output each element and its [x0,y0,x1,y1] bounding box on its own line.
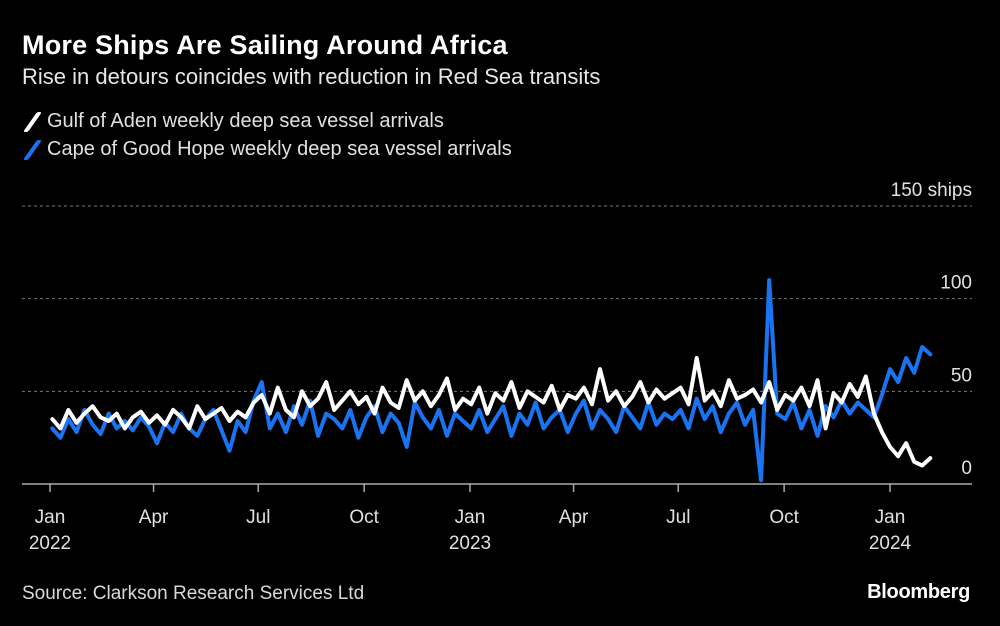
x-tick-label: Apr [559,507,589,528]
y-tick-label: 50 [951,365,972,386]
x-tick-label: Oct [769,507,799,528]
x-tick-year: 2022 [29,533,71,554]
x-tick-label: Jan [35,507,66,528]
legend-label: Cape of Good Hope weekly deep sea vessel… [47,138,512,160]
source-note: Source: Clarkson Research Services Ltd [22,583,365,604]
x-tick-label: Jul [666,507,690,528]
legend-item-cape-of-good-hope: Cape of Good Hope weekly deep sea vessel… [22,138,512,161]
chart-subtitle: Rise in detours coincides with reduction… [22,64,601,89]
legend-label: Gulf of Aden weekly deep sea vessel arri… [47,110,444,132]
x-tick-label: Jan [455,507,486,528]
x-tick-label: Jul [246,507,270,528]
y-tick-label: 150 ships [891,180,972,201]
x-tick-label: Oct [349,507,379,528]
x-tick-year: 2024 [869,533,912,554]
y-tick-label: 0 [961,458,972,479]
bloomberg-logo: Bloomberg [867,581,970,603]
x-tick-year: 2023 [449,533,491,554]
y-tick-label: 100 [940,273,972,294]
series-line-gulf-of-aden [50,356,933,468]
series-line-cape-of-good-hope [50,278,933,483]
x-tick-label: Jan [875,507,906,528]
x-tick-label: Apr [139,507,169,528]
legend-item-gulf-of-aden: Gulf of Aden weekly deep sea vessel arri… [22,110,444,133]
chart-title: More Ships Are Sailing Around Africa [22,30,508,60]
